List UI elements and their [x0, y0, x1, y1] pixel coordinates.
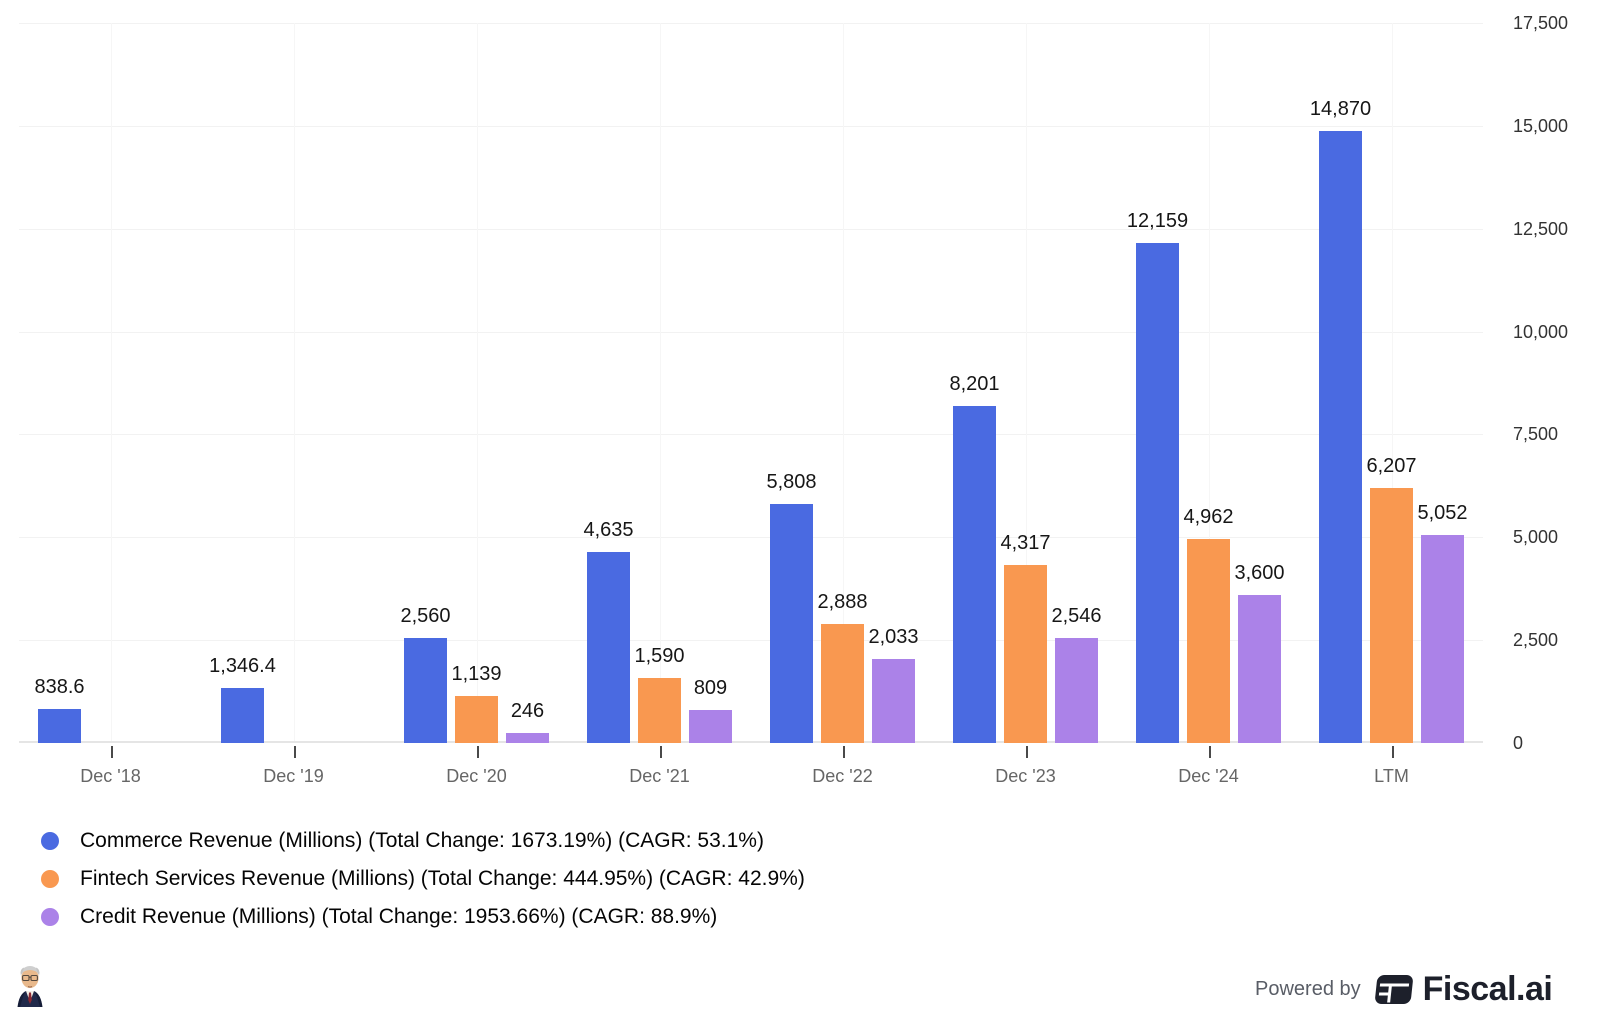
bar-value-label: 2,560 — [400, 604, 451, 627]
bar-value-label: 4,635 — [583, 519, 634, 542]
legend-label: Fintech Services Revenue (Millions) (Tot… — [80, 867, 805, 890]
y-tick-label: 17,500 — [1513, 13, 1569, 33]
y-tick-label: 7,500 — [1513, 424, 1559, 445]
investor-avatar-image — [10, 961, 50, 1008]
bar[interactable] — [1370, 487, 1413, 743]
bar-value-label: 1,590 — [634, 644, 685, 667]
bar[interactable] — [1187, 538, 1230, 743]
gridline-vertical — [1391, 23, 1393, 743]
y-tick-label: 5,000 — [1513, 527, 1559, 548]
y-tick-label: 15,000 — [1513, 115, 1569, 136]
bar-value-label: 2,033 — [868, 626, 919, 649]
bar-value-label: 5,052 — [1417, 502, 1468, 525]
x-tick-label: Dec '22 — [812, 766, 873, 786]
bar-value-label: 2,888 — [817, 591, 868, 614]
legend-item[interactable]: Credit Revenue (Millions) (Total Change:… — [41, 903, 717, 931]
gridline-vertical — [110, 23, 112, 743]
gridline-vertical — [1208, 23, 1210, 743]
x-tick-mark — [659, 746, 662, 758]
y-tick-label: 0 — [1513, 733, 1524, 753]
bar[interactable] — [506, 732, 549, 743]
legend-label: Commerce Revenue (Millions) (Total Chang… — [80, 829, 764, 852]
bar-value-label: 4,962 — [1183, 505, 1234, 528]
bar-value-label: 6,207 — [1366, 454, 1417, 477]
x-tick-label: Dec '24 — [1178, 766, 1239, 786]
x-tick-mark — [1391, 746, 1394, 758]
x-tick-label: LTM — [1374, 766, 1409, 786]
gridline-vertical — [293, 23, 295, 743]
bar-value-label: 1,139 — [451, 663, 502, 686]
fiscal-ai-attribution[interactable]: Powered by Fiscal.ai — [1255, 969, 1553, 1008]
x-tick-mark — [476, 746, 479, 758]
bar[interactable] — [221, 687, 264, 743]
legend-marker-icon — [41, 832, 59, 850]
bar[interactable] — [1238, 594, 1281, 743]
bar-value-label: 12,159 — [1126, 209, 1189, 232]
bar-value-label: 2,546 — [1051, 605, 1102, 628]
bar[interactable] — [1319, 131, 1362, 743]
bar-value-label: 14,870 — [1309, 98, 1372, 121]
bar[interactable] — [821, 624, 864, 743]
x-tick-label: Dec '23 — [995, 766, 1056, 786]
legend-label: Credit Revenue (Millions) (Total Change:… — [80, 905, 718, 928]
gridline-vertical — [1025, 23, 1027, 743]
x-tick-mark — [1025, 746, 1028, 758]
legend-marker-icon — [41, 908, 59, 926]
bar-value-label: 838.6 — [34, 675, 85, 698]
bar[interactable] — [1055, 638, 1098, 743]
bar[interactable] — [1004, 565, 1047, 743]
x-tick-mark — [842, 746, 845, 758]
bar-value-label: 3,600 — [1234, 561, 1285, 584]
bar[interactable] — [770, 504, 813, 743]
bar[interactable] — [1421, 535, 1464, 743]
bar[interactable] — [872, 659, 915, 743]
y-tick-label: 2,500 — [1513, 630, 1559, 651]
x-tick-mark — [293, 746, 296, 758]
bar[interactable] — [587, 552, 630, 743]
gridline-horizontal — [19, 434, 1483, 436]
bar-value-label: 5,808 — [766, 471, 817, 493]
bar[interactable] — [689, 709, 732, 743]
x-tick-label: Dec '19 — [263, 766, 324, 786]
x-tick-mark — [1208, 746, 1211, 758]
y-tick-label: 10,000 — [1513, 321, 1569, 342]
brand-name: Fiscal.ai — [1422, 969, 1553, 1008]
fiscal-ai-logo-icon — [1374, 974, 1423, 1005]
bar-value-label: 1,346.4 — [209, 654, 276, 677]
x-tick-mark — [110, 746, 113, 758]
legend-marker-icon — [41, 870, 59, 888]
gridline-horizontal — [19, 125, 1483, 127]
gridline-vertical — [842, 23, 844, 743]
x-tick-label: Dec '21 — [629, 766, 690, 786]
gridline-vertical — [659, 23, 661, 743]
gridline-horizontal — [19, 640, 1483, 642]
legend-item[interactable]: Fintech Services Revenue (Millions) (Tot… — [41, 865, 805, 893]
bar-value-label: 809 — [693, 676, 728, 699]
y-tick-label: 12,500 — [1513, 218, 1569, 239]
bar[interactable] — [404, 637, 447, 743]
bar-value-label: 246 — [510, 699, 545, 722]
legend-item[interactable]: Commerce Revenue (Millions) (Total Chang… — [41, 827, 764, 855]
bar[interactable] — [638, 677, 681, 743]
gridline-horizontal — [19, 228, 1483, 230]
bar[interactable] — [38, 708, 81, 743]
x-tick-label: Dec '20 — [446, 766, 507, 786]
gridline-horizontal — [19, 331, 1483, 333]
x-tick-label: Dec '18 — [80, 766, 141, 786]
bar[interactable] — [455, 696, 498, 743]
x-axis-line — [19, 741, 1483, 743]
bar-value-label: 8,201 — [949, 372, 1000, 395]
bar[interactable] — [953, 405, 996, 743]
gridline-vertical — [476, 23, 478, 743]
bar[interactable] — [1136, 242, 1179, 743]
gridline-horizontal — [19, 23, 1483, 24]
gridline-horizontal — [19, 537, 1483, 539]
avatar — [10, 961, 50, 1008]
powered-by-label: Powered by — [1255, 977, 1361, 1000]
bar-value-label: 4,317 — [1000, 532, 1051, 555]
